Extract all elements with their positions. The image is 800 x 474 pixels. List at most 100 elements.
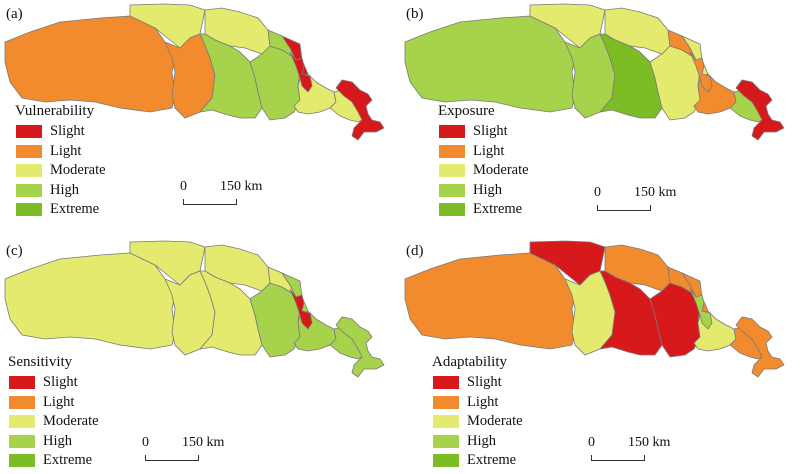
legend-swatch xyxy=(16,183,42,197)
legend-item-slight: Slight xyxy=(8,373,99,393)
legend: Exposure Slight Light Moderate High Extreme xyxy=(438,103,529,220)
map-region-5 xyxy=(198,270,263,356)
scale-bar: 0 150 km xyxy=(594,185,714,215)
map-region-10 xyxy=(689,288,713,330)
legend-title: Sensitivity xyxy=(8,354,73,370)
legend-title: Exposure xyxy=(438,103,495,119)
legend-item-light: Light xyxy=(432,393,523,413)
legend-item-moderate: Moderate xyxy=(15,161,106,181)
legend-label: Extreme xyxy=(473,201,523,218)
legend-item-high: High xyxy=(8,432,99,452)
scale-zero-label: 0 xyxy=(142,435,149,450)
legend-swatch xyxy=(433,395,459,409)
legend: Adaptability Slight Light Moderate High Extr… xyxy=(432,354,523,471)
map-region-12 xyxy=(335,79,385,141)
legend-swatch xyxy=(433,415,459,429)
legend-label: Light xyxy=(473,142,505,159)
map-region-10 xyxy=(289,51,313,93)
legend-item-slight: Slight xyxy=(432,373,523,393)
legend-swatch xyxy=(433,434,459,448)
legend-label: Moderate xyxy=(50,162,106,179)
legend-swatch xyxy=(433,376,459,390)
legend-title: Vulnerability xyxy=(15,103,95,119)
scale-end-label: 150 km xyxy=(182,435,225,450)
map-region-1 xyxy=(404,15,576,113)
panel-label: (d) xyxy=(406,243,424,259)
legend-label: Extreme xyxy=(467,452,517,469)
legend-label: Moderate xyxy=(473,162,529,179)
legend-item-extreme: Extreme xyxy=(432,451,523,471)
map-exposure xyxy=(404,3,785,141)
scale-zero-label: 0 xyxy=(594,185,601,200)
panel-vulnerability: (a) Vulnerability Slight Light Moderate Hig… xyxy=(0,0,400,237)
map-region-10 xyxy=(689,51,713,93)
legend-swatch xyxy=(439,164,465,178)
panel-exposure: (b) Exposure Slight Light Moderate High Extr… xyxy=(400,0,800,237)
legend: Sensitivity Slight Light Moderate High Extre… xyxy=(8,354,99,471)
legend-label: Extreme xyxy=(43,452,93,469)
legend-label: High xyxy=(50,181,79,198)
scale-zero-label: 0 xyxy=(588,435,595,450)
legend-label: Light xyxy=(50,142,82,159)
map-region-1 xyxy=(404,252,576,350)
legend-swatch xyxy=(433,454,459,468)
map-sensitivity xyxy=(4,240,385,378)
map-region-12 xyxy=(735,316,785,378)
legend-label: Moderate xyxy=(43,413,99,430)
map-region-5 xyxy=(198,33,263,119)
legend-label: High xyxy=(473,181,502,198)
legend-swatch xyxy=(439,144,465,158)
legend-item-slight: Slight xyxy=(15,122,106,142)
legend-item-moderate: Moderate xyxy=(8,412,99,432)
legend-item-moderate: Moderate xyxy=(438,161,529,181)
map-vulnerability xyxy=(4,3,385,141)
scale-bar: 0 150 km xyxy=(588,435,708,465)
legend-label: Moderate xyxy=(467,413,523,430)
scale-bar: 0 150 km xyxy=(180,179,300,209)
legend-label: Light xyxy=(43,393,75,410)
map-region-12 xyxy=(735,79,785,141)
legend-item-high: High xyxy=(15,181,106,201)
legend-item-extreme: Extreme xyxy=(15,200,106,220)
scale-end-label: 150 km xyxy=(634,185,677,200)
legend-swatch xyxy=(16,164,42,178)
legend-item-slight: Slight xyxy=(438,122,529,142)
scale-end-label: 150 km xyxy=(220,179,263,194)
panel-adaptability: (d) Adaptability Slight Light Moderate High… xyxy=(400,237,800,474)
scale-line xyxy=(183,199,237,205)
legend-swatch xyxy=(439,183,465,197)
legend-item-moderate: Moderate xyxy=(432,412,523,432)
legend-swatch xyxy=(16,144,42,158)
panel-label: (a) xyxy=(6,6,23,22)
legend-label: Slight xyxy=(473,123,508,140)
legend-label: High xyxy=(467,432,496,449)
legend-item-high: High xyxy=(432,432,523,452)
scale-bar: 0 150 km xyxy=(142,435,262,465)
map-region-5 xyxy=(598,270,663,356)
legend-label: Slight xyxy=(43,374,78,391)
legend-item-extreme: Extreme xyxy=(438,200,529,220)
legend-swatch xyxy=(9,415,35,429)
legend-swatch xyxy=(439,125,465,139)
legend-item-light: Light xyxy=(15,142,106,162)
legend-item-light: Light xyxy=(8,393,99,413)
legend-swatch xyxy=(16,203,42,217)
scale-line xyxy=(597,205,651,211)
legend-swatch xyxy=(9,376,35,390)
legend-label: Slight xyxy=(50,123,85,140)
legend-item-high: High xyxy=(438,181,529,201)
scale-zero-label: 0 xyxy=(180,179,187,194)
map-adaptability xyxy=(404,240,785,378)
legend-swatch xyxy=(9,395,35,409)
legend-title: Adaptability xyxy=(432,354,507,370)
legend-swatch xyxy=(9,434,35,448)
legend-label: Extreme xyxy=(50,201,100,218)
legend-swatch xyxy=(16,125,42,139)
map-region-10 xyxy=(289,288,313,330)
map-region-5 xyxy=(598,33,663,119)
map-region-12 xyxy=(335,316,385,378)
legend-swatch xyxy=(9,454,35,468)
map-region-1 xyxy=(4,252,176,350)
scale-end-label: 150 km xyxy=(628,435,671,450)
legend: Vulnerability Slight Light Moderate High Ext… xyxy=(15,103,106,220)
